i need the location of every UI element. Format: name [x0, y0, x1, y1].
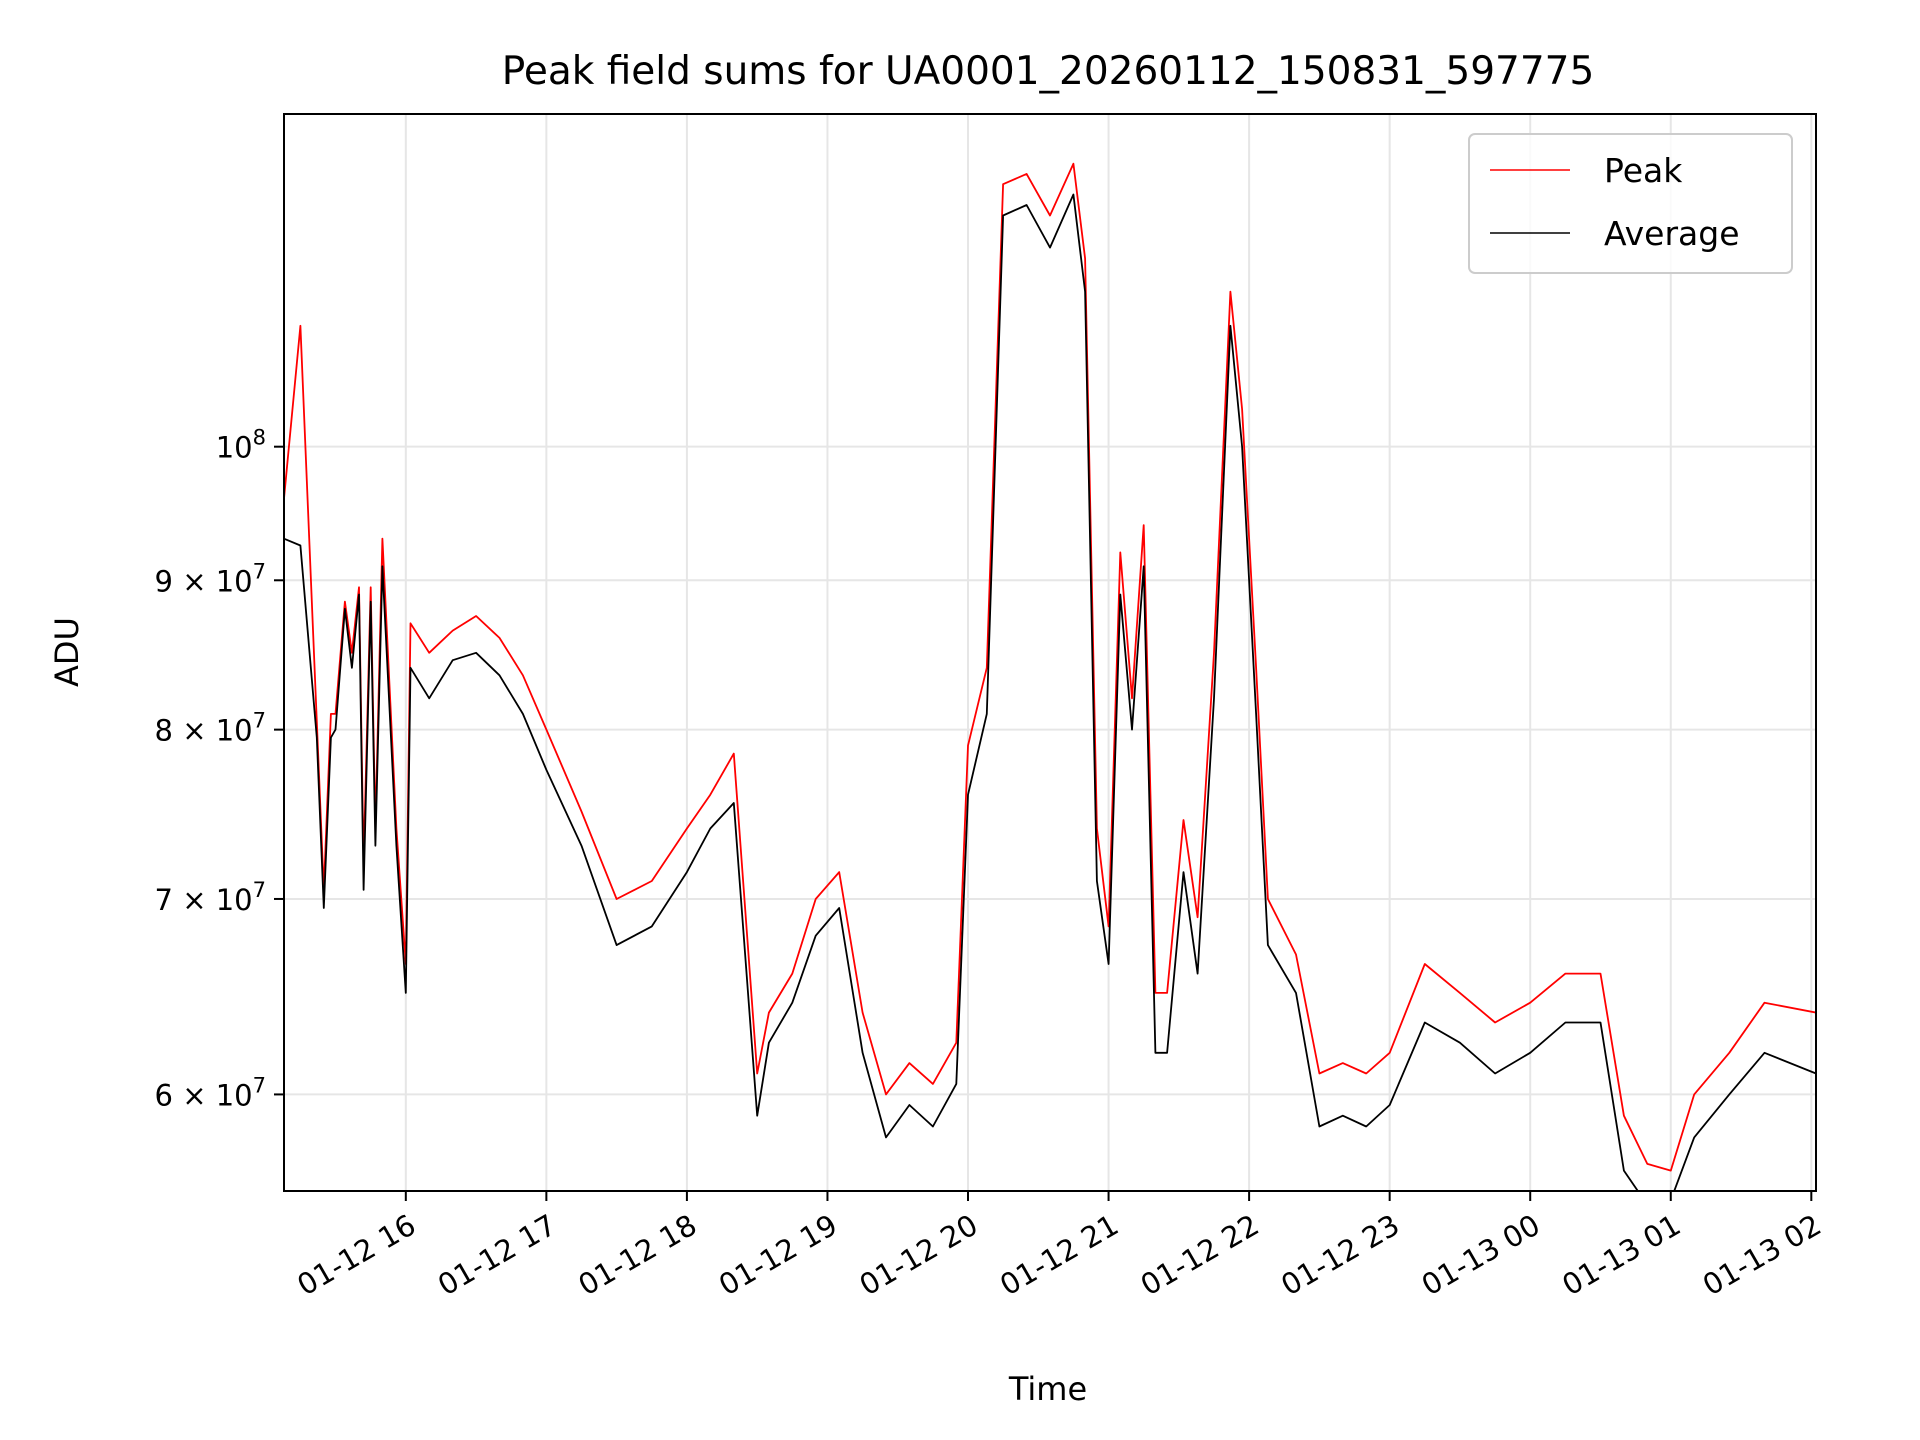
- y-tick-label: 8 × 107: [155, 709, 266, 748]
- legend: Peak Average: [1468, 133, 1793, 274]
- y-tick-label: 9 × 107: [155, 559, 266, 598]
- legend-label-peak: Peak: [1604, 151, 1683, 190]
- series-line-average: [284, 193, 1816, 1191]
- series-layer: [284, 162, 1816, 1191]
- legend-label-average: Average: [1604, 214, 1740, 253]
- y-tick-label: 6 × 107: [155, 1073, 266, 1112]
- y-axis-label: ADU: [48, 617, 86, 687]
- y-axis: 6 × 107 7 × 107 8 × 107 9 × 107 108: [155, 426, 284, 1112]
- series-line-peak: [284, 162, 1816, 1172]
- plot-frame: [283, 113, 1817, 1192]
- legend-box: [1468, 133, 1793, 274]
- y-tick-label: 108: [216, 426, 266, 465]
- chart-title: Peak field sums for UA0001_20260112_1508…: [502, 49, 1595, 94]
- y-tick-label: 7 × 107: [155, 878, 266, 917]
- x-axis-label: Time: [1008, 1370, 1087, 1408]
